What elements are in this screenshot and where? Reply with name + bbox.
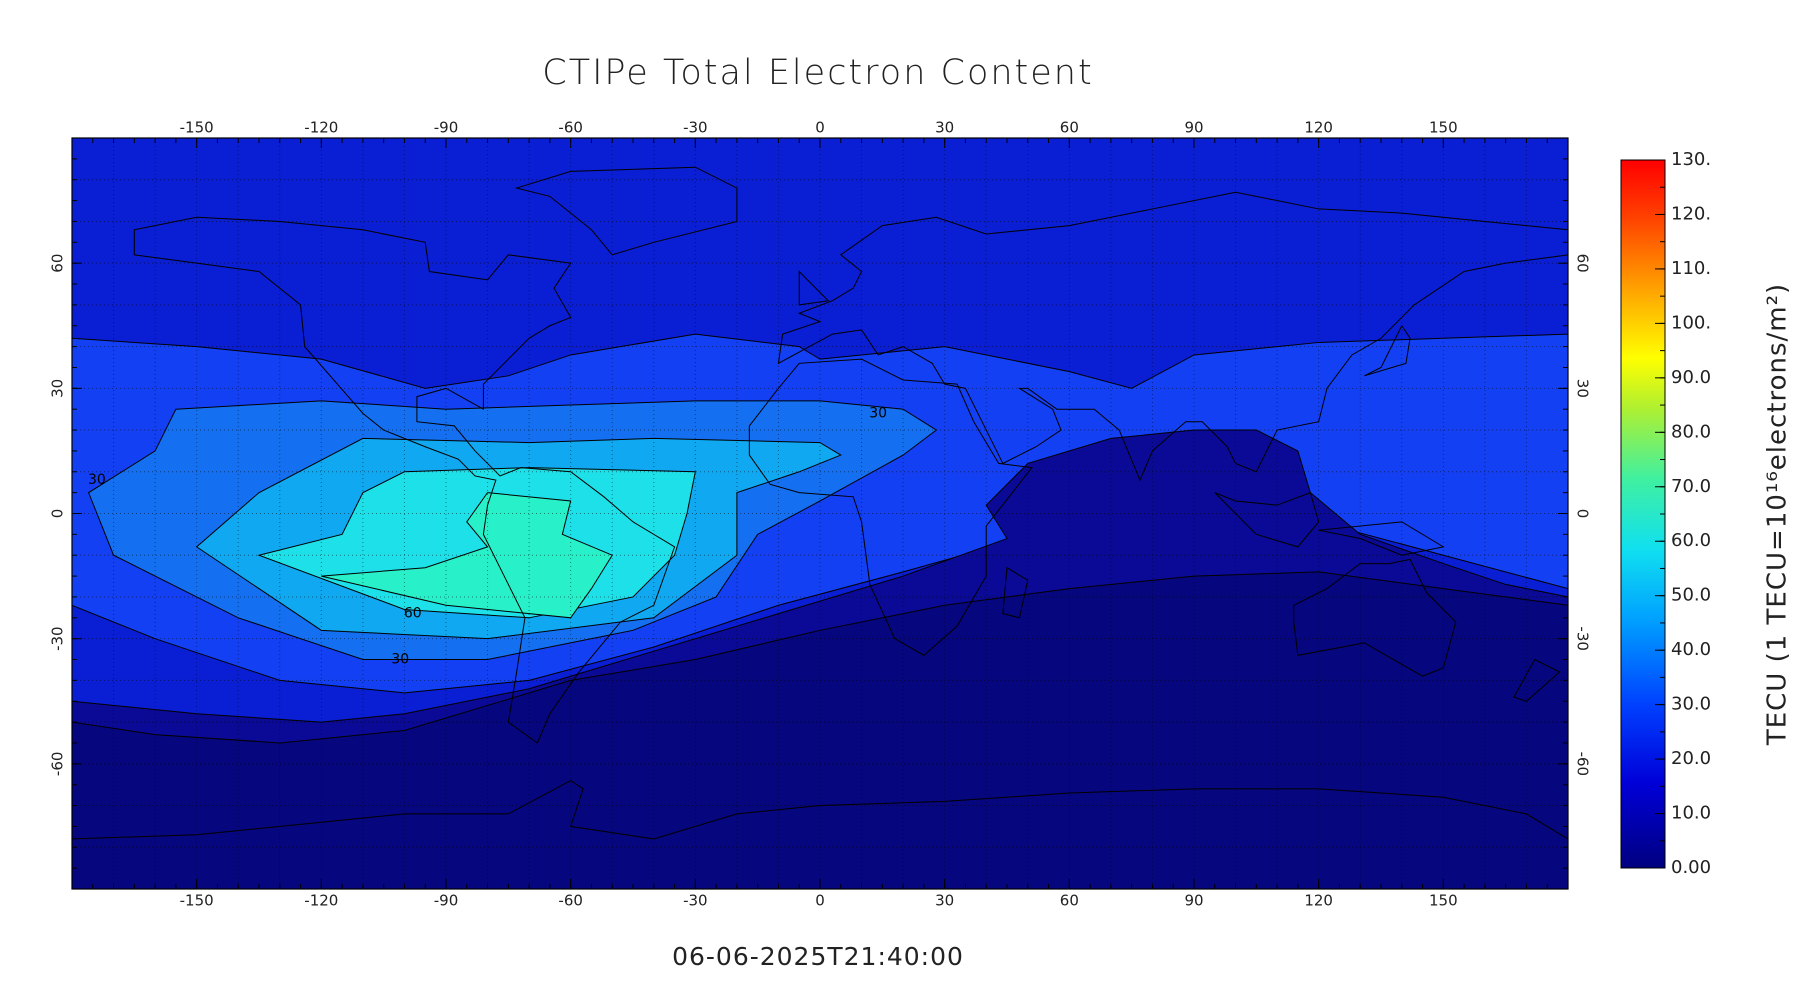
contours: [72, 167, 1568, 889]
coastline: [72, 781, 1568, 839]
colorbar: [1620, 159, 1666, 869]
colorbar-tick-label: 130.: [1671, 149, 1711, 170]
x-tick-label: 90: [1184, 892, 1203, 910]
coastline: [799, 272, 1559, 702]
coastline: [1294, 559, 1456, 676]
coastline: [778, 192, 1568, 480]
x-tick-label: 30: [935, 892, 954, 910]
colorbar-tick-label: 60.0: [1671, 530, 1711, 551]
coastline: [517, 167, 737, 255]
y-tick-label: 0: [49, 509, 67, 519]
colorbar-label: TECU (1 TECU=10¹⁶electrons/m²): [1763, 283, 1793, 746]
chart-title: CTIPe Total Electron Content: [542, 53, 1093, 93]
x-tick-label: 0: [815, 892, 825, 910]
x-tick-label: -120: [304, 119, 338, 137]
colorbar-tick-label: 100.: [1671, 312, 1711, 333]
y-tick-label: -60: [49, 752, 67, 777]
coastline: [134, 217, 674, 743]
x-tick-label: -90: [434, 892, 459, 910]
colorbar-tick-label: 50.0: [1671, 585, 1711, 606]
colorbar-tick-label: 90.0: [1671, 367, 1711, 388]
contour-fill: [72, 572, 1568, 889]
y-tick-label: 60: [49, 254, 67, 273]
y-tick-label: -60: [1574, 752, 1592, 777]
x-tick-label: -30: [683, 892, 708, 910]
timestamp: 06-06-2025T21:40:00: [672, 942, 964, 971]
x-tick-label: -150: [180, 892, 214, 910]
colorbar-tick-label: 110.: [1671, 258, 1711, 279]
x-tick-label: -150: [180, 119, 214, 137]
colorbar-tick-label: 0.00: [1671, 857, 1711, 878]
x-tick-label: -30: [683, 119, 708, 137]
x-tick-label: -120: [304, 892, 338, 910]
map-area: [72, 138, 1568, 889]
y-tick-label: -30: [1574, 626, 1592, 651]
x-tick-label: 90: [1184, 119, 1203, 137]
x-tick-label: -60: [558, 892, 583, 910]
x-tick-label: 150: [1429, 892, 1458, 910]
contour-label: 30: [869, 405, 887, 421]
colorbar-tick-label: 70.0: [1671, 476, 1711, 497]
colorbar-tick-label: 40.0: [1671, 639, 1711, 660]
x-tick-label: 150: [1429, 119, 1458, 137]
colorbar-tick-label: 30.0: [1671, 694, 1711, 715]
colorbar-tick-label: 80.0: [1671, 421, 1711, 442]
colorbar-tick-label: 20.0: [1671, 748, 1711, 769]
contour-label: 30: [88, 472, 106, 488]
x-tick-label: 60: [1060, 119, 1079, 137]
y-tick-label: -30: [49, 626, 67, 651]
contour-fill: [321, 493, 612, 618]
x-tick-label: -90: [434, 119, 459, 137]
grid: [72, 138, 1568, 889]
contour-label: 30: [391, 652, 409, 668]
coastline: [1215, 326, 1444, 555]
y-tick-label: 30: [49, 379, 67, 398]
x-tick-label: 120: [1304, 892, 1333, 910]
x-tick-label: 120: [1304, 119, 1333, 137]
x-tick-label: -60: [558, 119, 583, 137]
colorbar-tick-label: 120.: [1671, 203, 1711, 224]
x-tick-label: 60: [1060, 892, 1079, 910]
coastline: [749, 359, 1032, 655]
x-tick-label: 0: [815, 119, 825, 137]
y-tick-label: 0: [1574, 509, 1592, 519]
x-tick-label: 30: [935, 119, 954, 137]
y-tick-label: 60: [1574, 254, 1592, 273]
contour-label: 60: [404, 606, 422, 622]
y-tick-label: 30: [1574, 379, 1592, 398]
colorbar-tick-label: 10.0: [1671, 803, 1711, 824]
